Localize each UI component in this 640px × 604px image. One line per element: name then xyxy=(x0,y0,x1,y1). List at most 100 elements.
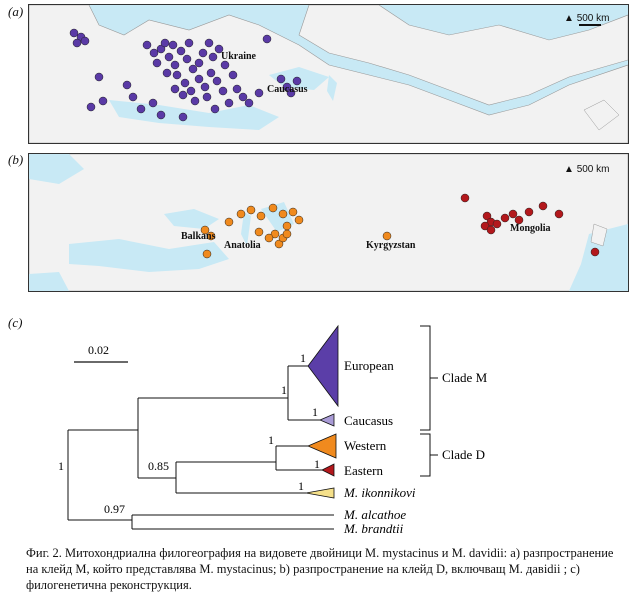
clade-m-dot xyxy=(262,34,272,44)
clade-m-dot xyxy=(86,102,96,112)
clade-m-dot xyxy=(178,90,188,100)
clade-d-west-dot xyxy=(282,221,292,231)
clade-m-dot xyxy=(206,68,216,78)
tip-western: Western xyxy=(344,438,387,453)
clade-m-dot xyxy=(214,44,224,54)
tip-caucasus: Caucasus xyxy=(344,413,393,428)
tree-branches xyxy=(67,365,334,530)
clade-m-dot xyxy=(188,64,198,74)
support-clade-m: 1 xyxy=(281,383,287,397)
clade-d-west-dot xyxy=(224,217,234,227)
label-mongolia: Mongolia xyxy=(510,223,551,234)
clade-d-east-dot xyxy=(524,207,534,217)
tree-scale-label: 0.02 xyxy=(88,343,109,357)
clade-m-dot xyxy=(224,98,234,108)
clade-m-dot xyxy=(128,92,138,102)
clade-d-west-dot xyxy=(200,225,210,235)
clade-d-west-dot xyxy=(236,209,246,219)
clade-m-dot xyxy=(244,98,254,108)
clade-m-dot xyxy=(170,60,180,70)
support-european: 1 xyxy=(300,351,306,365)
clade-m-dot xyxy=(186,86,196,96)
clade-d-west-dot xyxy=(202,249,212,259)
tip-alcathoe: M. alcathoe xyxy=(343,507,406,522)
ikonnikovi-triangle xyxy=(305,487,335,499)
clade-m-dot xyxy=(208,52,218,62)
label-caucasus: Caucasus xyxy=(267,84,308,95)
panel-b-label: (b) xyxy=(8,152,24,167)
tip-european: European xyxy=(344,358,394,373)
clade-m-dot xyxy=(282,82,292,92)
clade-d-west-dot xyxy=(288,207,298,217)
clade-m-dots xyxy=(69,28,302,122)
clade-eastern-triangle xyxy=(321,463,335,477)
support-caucasus: 1 xyxy=(312,405,318,419)
clade-european-triangle xyxy=(307,324,339,408)
clade-m-dot xyxy=(212,76,222,86)
clade-m-dot xyxy=(184,38,194,48)
support-clade-d: 1 xyxy=(268,433,274,447)
map-a-land xyxy=(29,5,628,143)
clade-m-dot xyxy=(276,74,286,84)
clade-d-west-dot xyxy=(254,227,264,237)
clade-d-east-dot xyxy=(492,219,502,229)
clade-m-dot xyxy=(172,70,182,80)
clade-m-dot xyxy=(176,46,186,56)
clade-d-east-dot xyxy=(482,211,492,221)
clade-d-east-dot xyxy=(514,215,524,225)
clade-m-dot xyxy=(162,68,172,78)
clade-m-dot xyxy=(220,60,230,70)
clade-m-dot xyxy=(228,70,238,80)
figure-caption: Фиг. 2. Митохондриална филогеография на … xyxy=(26,546,614,592)
clade-m-dot xyxy=(254,88,264,98)
support-eastern: 1 xyxy=(314,457,320,471)
north-arrow-icon: ▲ xyxy=(564,13,574,24)
clade-m-dot xyxy=(178,112,188,122)
clade-m-dot xyxy=(72,38,82,48)
phylogenetic-tree: 0.02 1 1 1 0.85 1 1 1 1 0.97 European Ca… xyxy=(58,324,488,536)
clade-d-east-dot xyxy=(486,225,496,235)
clade-m-dot xyxy=(152,58,162,68)
clade-m-dot xyxy=(156,44,166,54)
clade-m-dot xyxy=(148,98,158,108)
panel-c-label: (c) xyxy=(8,315,23,330)
support-085: 0.85 xyxy=(148,459,169,473)
clade-m-dot xyxy=(210,104,220,114)
label-balkans: Balkans xyxy=(181,231,216,242)
clade-d-west-dot xyxy=(274,239,284,249)
clade-m-dot xyxy=(232,84,242,94)
clade-d-west-dot xyxy=(246,205,256,215)
clade-m-dot xyxy=(286,88,296,98)
support-root: 1 xyxy=(58,459,64,473)
clade-d-west-dot xyxy=(256,211,266,221)
clade-d-east-dot xyxy=(460,193,470,203)
north-arrow-icon: ▲ xyxy=(564,164,574,175)
scale-text-b: 500 km xyxy=(576,164,610,175)
clade-m-dot xyxy=(164,52,174,62)
clade-m-dot xyxy=(190,96,200,106)
clade-m-dot xyxy=(122,80,132,90)
clade-d-label: Clade D xyxy=(442,447,485,462)
support-ikonnikovi: 1 xyxy=(298,479,304,493)
clade-d-west-dot xyxy=(382,231,392,241)
clade-caucasus-triangle xyxy=(318,413,335,427)
clade-d-east-dot xyxy=(538,201,548,211)
clade-m-dot xyxy=(180,78,190,88)
clade-m-label: Clade M xyxy=(442,370,488,385)
clade-m-dot xyxy=(204,38,214,48)
clade-m-dot xyxy=(160,38,170,48)
clade-m-dot xyxy=(142,40,152,50)
clade-m-dot xyxy=(136,104,146,114)
clade-d-west-dot xyxy=(282,229,292,239)
clade-m-dot xyxy=(198,48,208,58)
clade-d-west-dot xyxy=(264,233,274,243)
label-ukraine: Ukraine xyxy=(221,51,256,62)
clade-d-west-dot xyxy=(270,229,280,239)
tip-eastern: Eastern xyxy=(344,463,383,478)
clade-d-west-dot xyxy=(294,215,304,225)
clade-m-dot xyxy=(69,28,79,38)
support-alcathoe: 0.97 xyxy=(104,502,125,516)
clade-m-dot xyxy=(168,40,178,50)
clade-western-triangle xyxy=(306,433,337,459)
clade-m-dot xyxy=(182,54,192,64)
